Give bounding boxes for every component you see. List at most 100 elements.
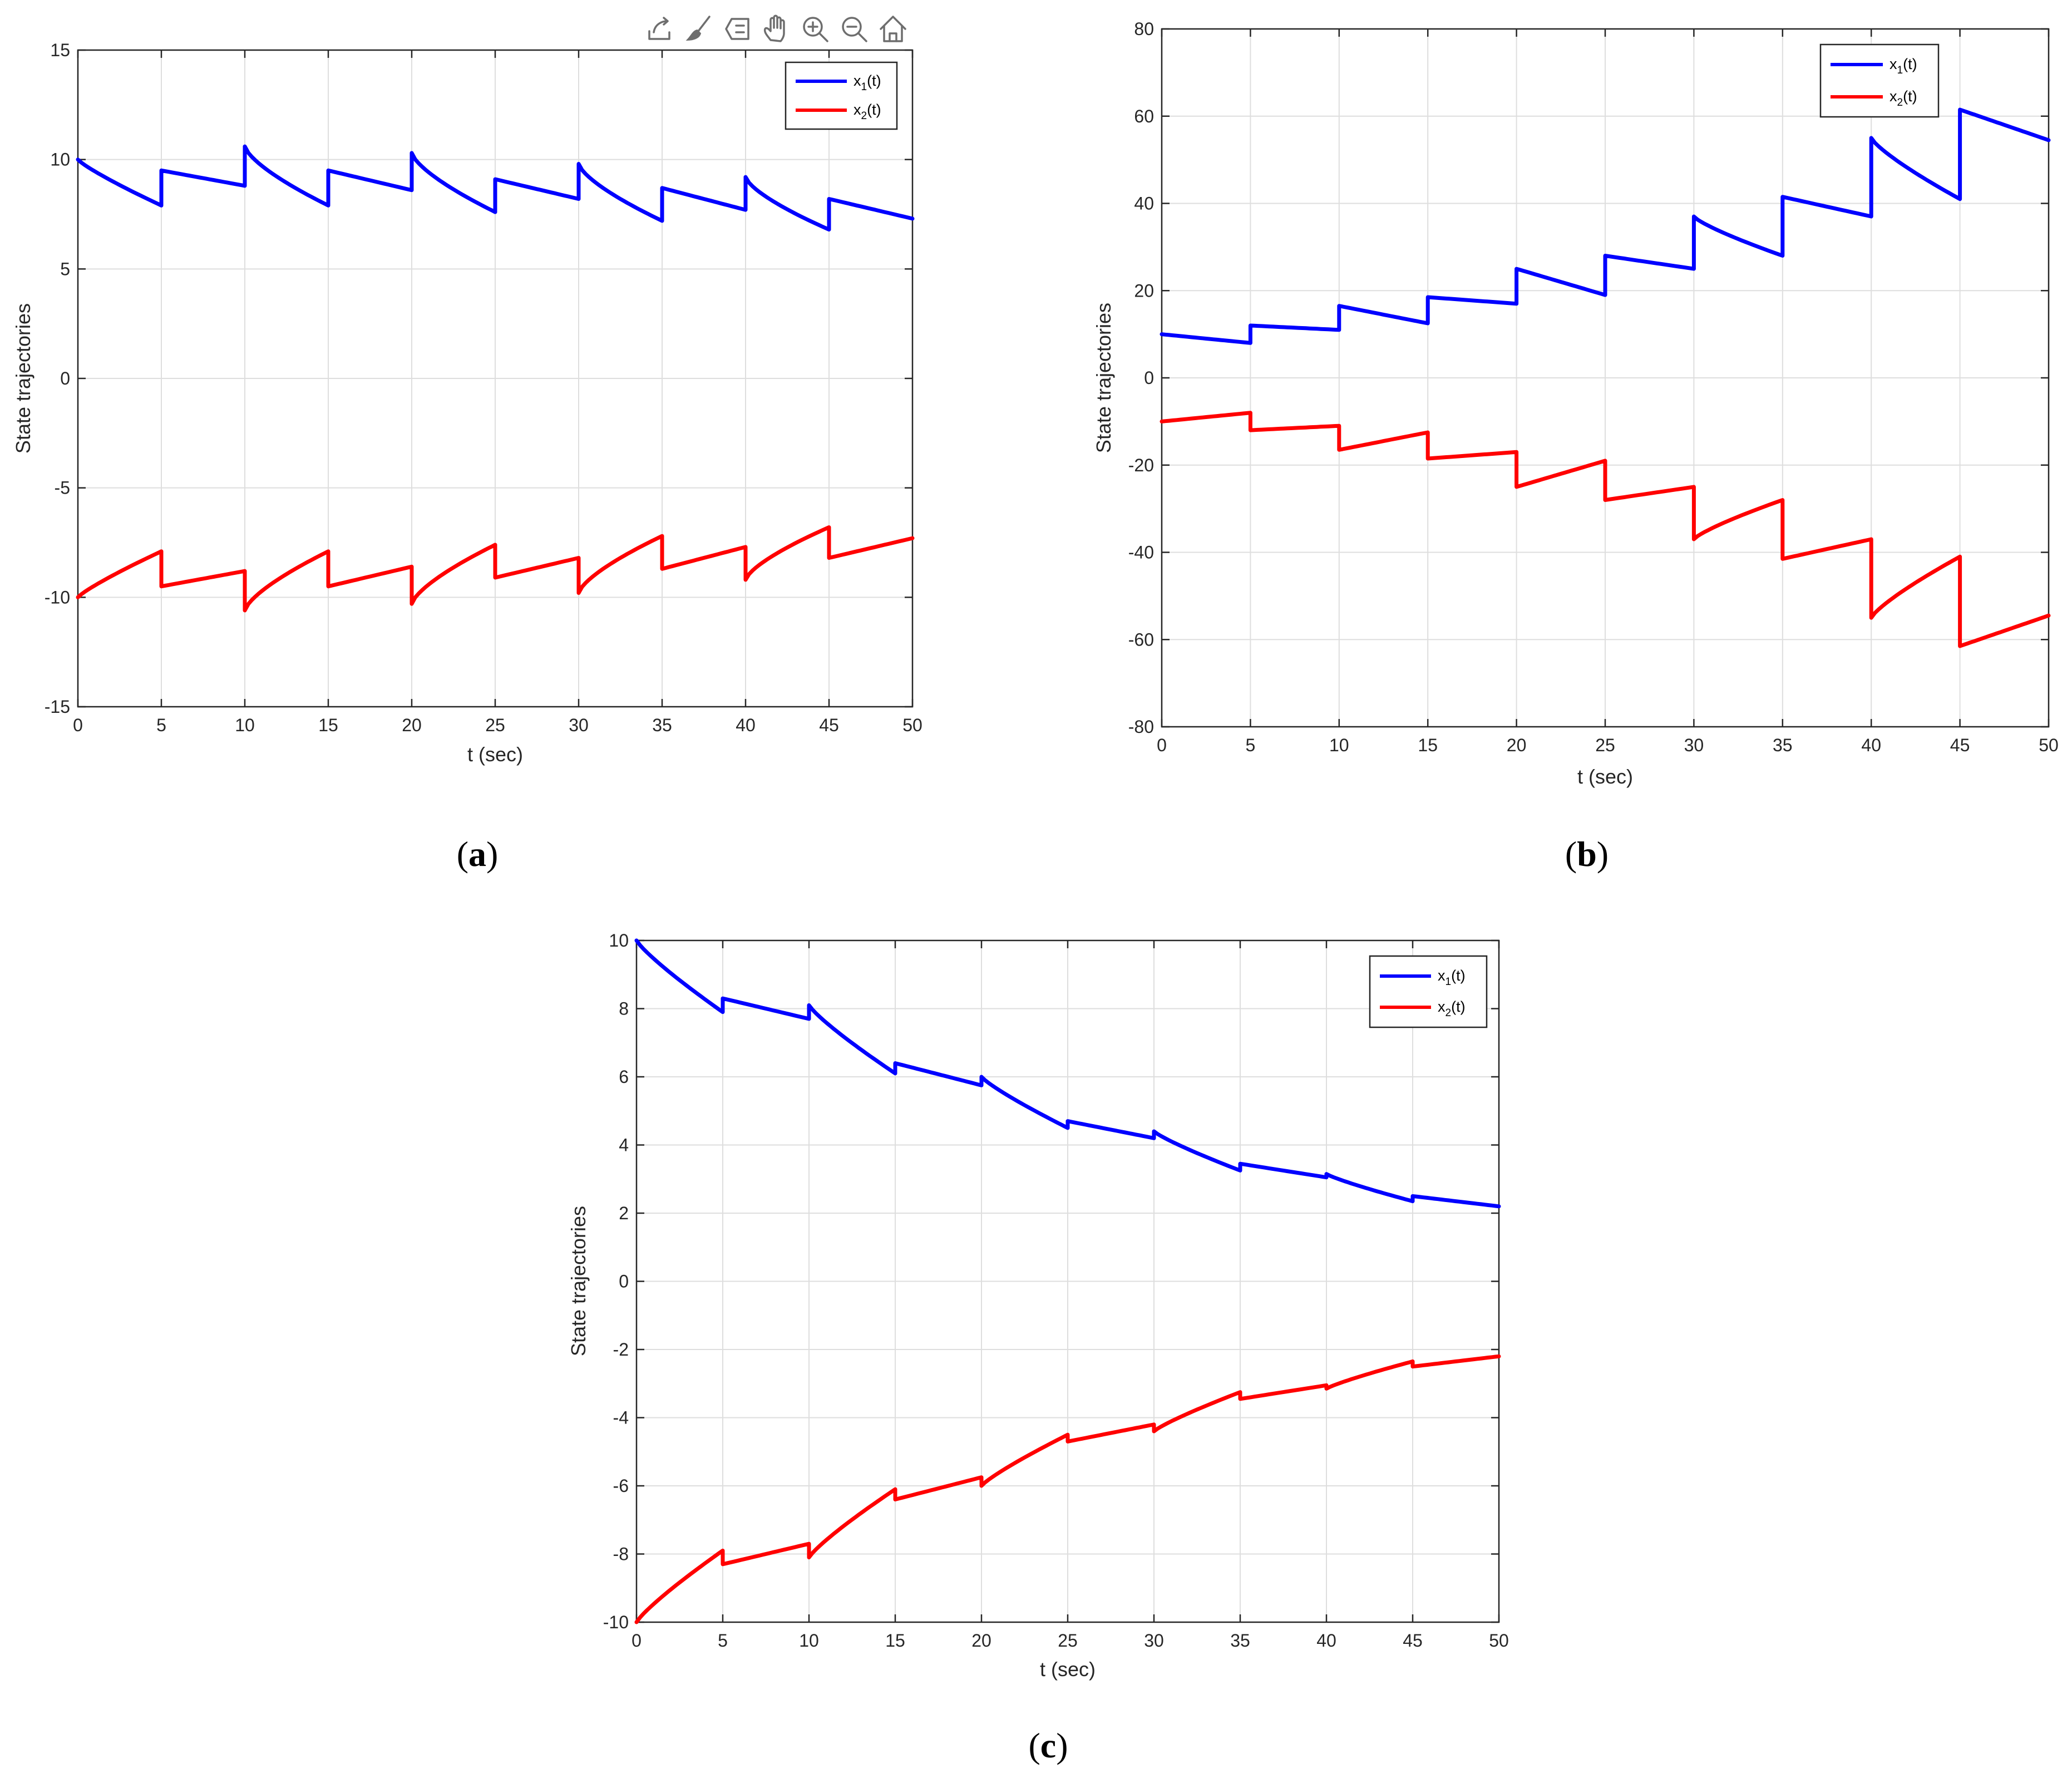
- legend-box: [785, 61, 898, 130]
- y-tick-label: 10: [609, 930, 629, 950]
- x-tick-label: 5: [718, 1631, 728, 1651]
- y-tick-labels: -80 -60 -40 -20 0 20 40 60 80: [1128, 19, 1154, 737]
- x-tick-label: 15: [1418, 735, 1438, 755]
- legend: x1(t) x2(t): [1819, 43, 1940, 118]
- legend-box: [1819, 43, 1940, 118]
- x-axis-label: t (sec): [1040, 1658, 1096, 1681]
- legend-label-x2: x2(t): [1438, 998, 1466, 1019]
- x-tick-label: 30: [569, 715, 589, 735]
- caption-b: (b): [1565, 834, 1609, 874]
- x-tick-label: 50: [902, 715, 922, 735]
- legend-label-x1: x1(t): [1890, 56, 1917, 76]
- legend-label-x1: x1(t): [854, 72, 881, 93]
- y-tick-label: 0: [619, 1272, 629, 1292]
- y-tick-label: 6: [619, 1067, 629, 1087]
- x-tick-label: 15: [318, 715, 338, 735]
- y-tick-label: 40: [1134, 194, 1154, 214]
- x-tick-label: 50: [2039, 735, 2059, 755]
- x-tick-label: 30: [1144, 1631, 1164, 1651]
- zoom-out-icon[interactable]: [838, 13, 870, 45]
- y-tick-label: -10: [603, 1612, 629, 1632]
- x-axis-label: t (sec): [467, 743, 523, 766]
- x-tick-label: 20: [402, 715, 422, 735]
- series-line-x2: [634, 1354, 1501, 1624]
- x-tick-label: 5: [1246, 735, 1256, 755]
- x-tick-label: 10: [1329, 735, 1349, 755]
- y-tick-label: -2: [613, 1339, 629, 1360]
- x-tick-labels: 0 5 10 15 20 25 30 35 40 45 50: [632, 1631, 1509, 1651]
- x-tick-label: 45: [819, 715, 839, 735]
- y-tick-label: -80: [1128, 717, 1154, 737]
- brush-icon[interactable]: [683, 13, 714, 45]
- x-tick-labels: 0 5 10 15 20 25 30 35 40 45 50: [1157, 735, 2059, 755]
- y-tick-label: 4: [619, 1135, 629, 1155]
- axes-frame: [635, 939, 1500, 1623]
- y-tick-label: -4: [613, 1408, 629, 1428]
- y-tick-label: -20: [1128, 455, 1154, 475]
- series-line-x1: [76, 144, 915, 232]
- y-tick-label: 8: [619, 999, 629, 1019]
- series-line-x1: [1160, 107, 2051, 345]
- series-line-x1: [634, 938, 1501, 1209]
- axes-frame: [1161, 28, 2050, 728]
- series-layer: [634, 938, 1501, 1624]
- x-tick-label: 40: [736, 715, 756, 735]
- x-tick-label: 25: [1595, 735, 1615, 755]
- x-tick-label: 35: [1230, 1631, 1250, 1651]
- y-tick-label: -5: [55, 478, 70, 498]
- x-tick-label: 0: [1157, 735, 1167, 755]
- x-tick-label: 40: [1316, 1631, 1336, 1651]
- export-icon[interactable]: [644, 13, 675, 45]
- y-tick-label: -60: [1128, 629, 1154, 649]
- series-layer: [76, 144, 915, 613]
- legend-label-x2: x2(t): [1890, 88, 1917, 109]
- x-tick-label: 40: [1861, 735, 1881, 755]
- y-tick-label: -40: [1128, 543, 1154, 563]
- x-tick-label: 25: [485, 715, 505, 735]
- y-tick-labels: -15 -10 -5 0 5 10 15: [45, 40, 70, 717]
- y-tick-label: 15: [50, 40, 70, 60]
- series-line-x2: [1160, 411, 2051, 648]
- y-tick-labels: -10 -8 -6 -4 -2 0 2 4 6 8 10: [603, 930, 629, 1632]
- y-tick-label: 0: [60, 368, 70, 388]
- x-tick-label: 35: [1773, 735, 1793, 755]
- legend-label-x1: x1(t): [1438, 967, 1466, 988]
- x-tick-label: 0: [73, 715, 83, 735]
- y-axis-label: State trajectories: [12, 303, 34, 454]
- x-tick-label: 50: [1489, 1631, 1509, 1651]
- x-tick-label: 25: [1058, 1631, 1078, 1651]
- y-tick-label: -6: [613, 1476, 629, 1496]
- chart-panel-a: 0 5 10 15 20 25 30 35 40 45 50 -15 -10 -5 0 5 10 15 t (s…: [12, 40, 922, 874]
- x-tick-label: 0: [632, 1631, 642, 1651]
- legend-box: [1369, 955, 1488, 1028]
- caption-a: (a): [457, 834, 499, 874]
- home-icon[interactable]: [877, 13, 909, 45]
- x-tick-labels: 0 5 10 15 20 25 30 35 40 45 50: [73, 715, 922, 735]
- zoom-in-icon[interactable]: [800, 13, 831, 45]
- chart-panel-c: 0 5 10 15 20 25 30 35 40 45 50 -10-8-6-4-20246810 …: [567, 930, 1509, 1765]
- x-tick-label: 10: [235, 715, 255, 735]
- data-tips-icon[interactable]: [722, 13, 753, 45]
- y-axis-label: State trajectories: [567, 1206, 590, 1356]
- x-tick-label: 20: [971, 1631, 991, 1651]
- x-axis-label: t (sec): [1577, 765, 1633, 788]
- y-tick-label: -10: [45, 587, 70, 607]
- x-tick-label: 10: [799, 1631, 819, 1651]
- x-tick-label: 15: [885, 1631, 905, 1651]
- x-tick-label: 45: [1403, 1631, 1423, 1651]
- y-tick-label: -8: [613, 1544, 629, 1564]
- chart-panel-b: 0 5 10 15 20 25 30 35 40 45 50 -80 -60 -40 -20 0 20 40 60…: [1092, 19, 2059, 874]
- legend: x1(t) x2(t): [1369, 955, 1488, 1028]
- x-tick-label: 45: [1950, 735, 1970, 755]
- legend-label-x2: x2(t): [854, 101, 881, 122]
- y-tick-label: 10: [50, 150, 70, 170]
- x-tick-label: 30: [1684, 735, 1704, 755]
- y-tick-label: 20: [1134, 280, 1154, 301]
- legend: x1(t) x2(t): [785, 61, 898, 130]
- y-axis-label: State trajectories: [1092, 303, 1115, 453]
- series-layer: [1160, 107, 2051, 648]
- pan-hand-icon[interactable]: [761, 13, 792, 45]
- axes-frame: [77, 49, 914, 708]
- y-tick-label: -15: [45, 697, 70, 717]
